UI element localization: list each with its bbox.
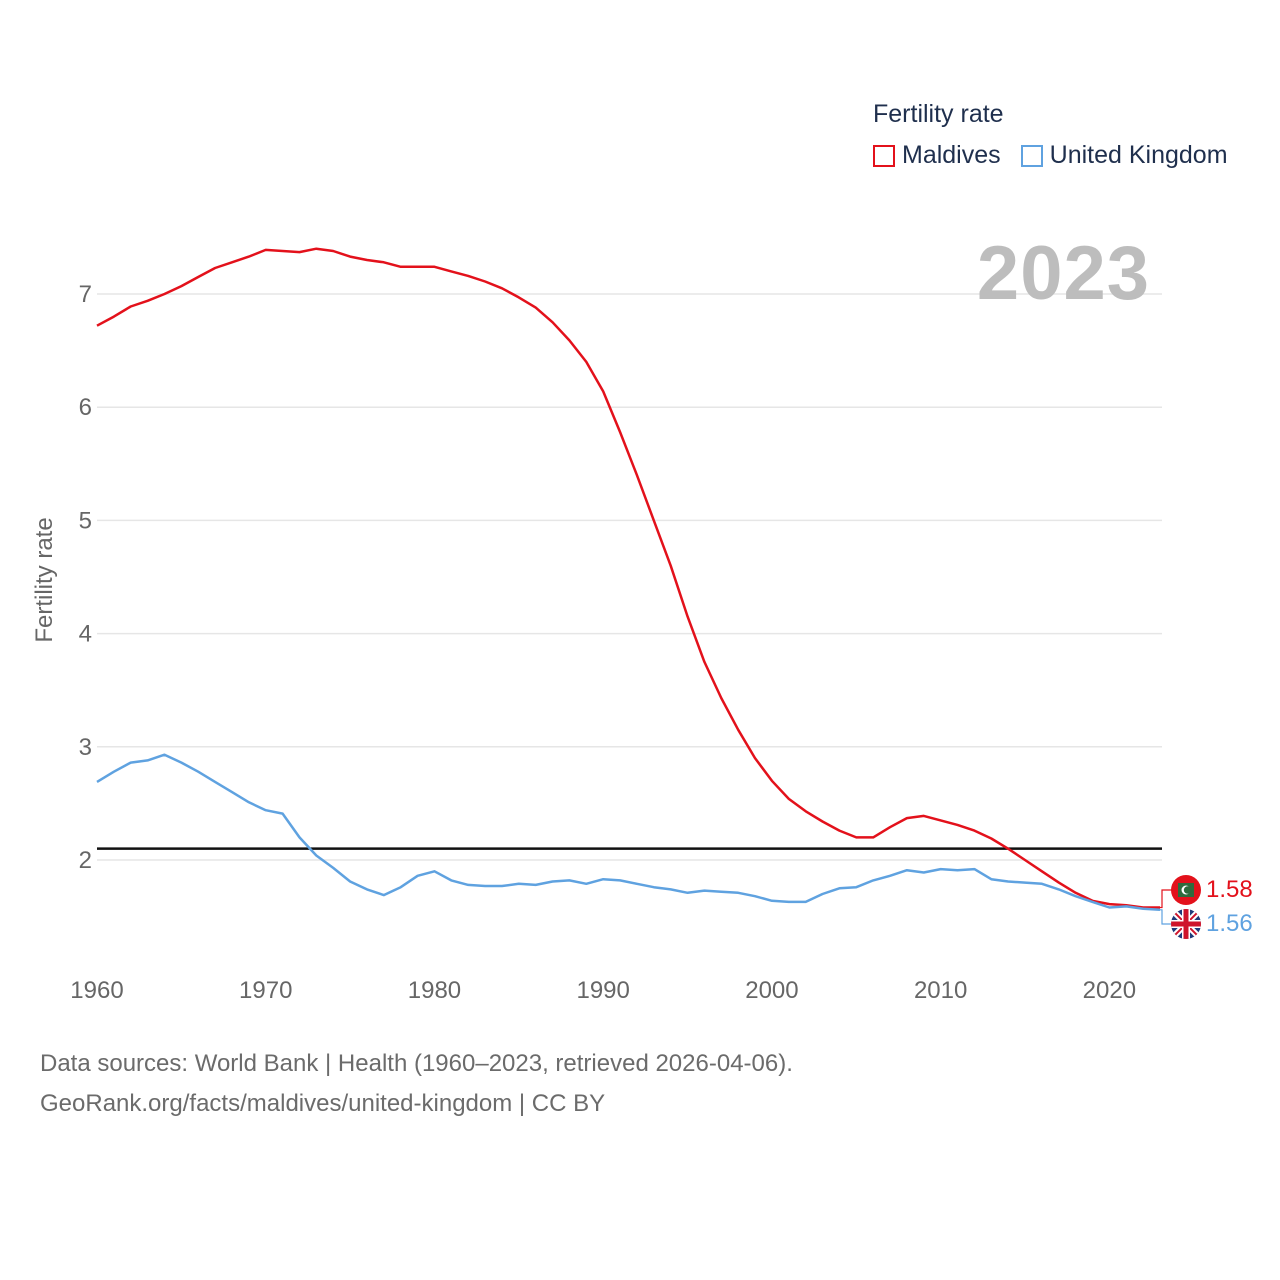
legend-swatch-maldives <box>873 144 895 167</box>
legend-title: Fertility rate <box>873 100 1004 128</box>
legend: Fertility rate Maldives United Kingdom <box>873 100 1248 170</box>
y-axis-label: Fertility rate <box>31 517 58 642</box>
x-tick-label: 2010 <box>914 977 967 1004</box>
x-tick-label: 1980 <box>408 977 461 1004</box>
footer: Data sources: World Bank | Health (1960–… <box>40 1044 793 1124</box>
legend-label-maldives: Maldives <box>902 141 1001 169</box>
x-tick-label: 1990 <box>576 977 629 1004</box>
x-tick-label: 2020 <box>1083 977 1136 1004</box>
year-label: 2023 <box>976 231 1150 316</box>
legend-item-maldives[interactable]: Maldives <box>873 141 1001 170</box>
legend-swatch-united-kingdom <box>1020 144 1043 167</box>
x-tick-label: 1970 <box>239 977 292 1004</box>
united-kingdom-flag-icon <box>1171 909 1201 939</box>
end-value-united-kingdom: 1.56 <box>1206 910 1253 937</box>
series-line-maldives <box>96 247 1160 909</box>
y-tick-label: 5 <box>79 507 92 534</box>
x-tick-label: 2000 <box>745 977 798 1004</box>
end-value-maldives: 1.58 <box>1206 876 1253 903</box>
footer-credit: GeoRank.org/facts/maldives/united-kingdo… <box>40 1090 606 1117</box>
y-tick-label: 2 <box>79 847 92 874</box>
footer-sources: Data sources: World Bank | Health (1960–… <box>40 1050 793 1077</box>
legend-items: Maldives United Kingdom <box>873 141 1248 170</box>
legend-item-united-kingdom[interactable]: United Kingdom <box>1020 141 1228 170</box>
end-connector-united-kingdom <box>1160 909 1172 925</box>
y-tick-label: 6 <box>79 394 92 421</box>
maldives-flag-icon <box>1171 875 1201 905</box>
gridlines <box>97 293 1162 861</box>
series-line-united-kingdom <box>96 753 1161 912</box>
legend-label-united-kingdom: United Kingdom <box>1049 141 1228 169</box>
y-axis-ticks: 2 3 4 5 6 7 <box>79 281 92 874</box>
y-tick-label: 4 <box>79 621 92 648</box>
end-connector-maldives <box>1160 889 1172 909</box>
y-tick-label: 3 <box>79 734 92 761</box>
x-axis-ticks: 1960 1970 1980 1990 2000 2010 2020 <box>70 977 1136 1004</box>
y-tick-label: 7 <box>79 281 92 308</box>
x-tick-label: 1960 <box>70 977 123 1004</box>
